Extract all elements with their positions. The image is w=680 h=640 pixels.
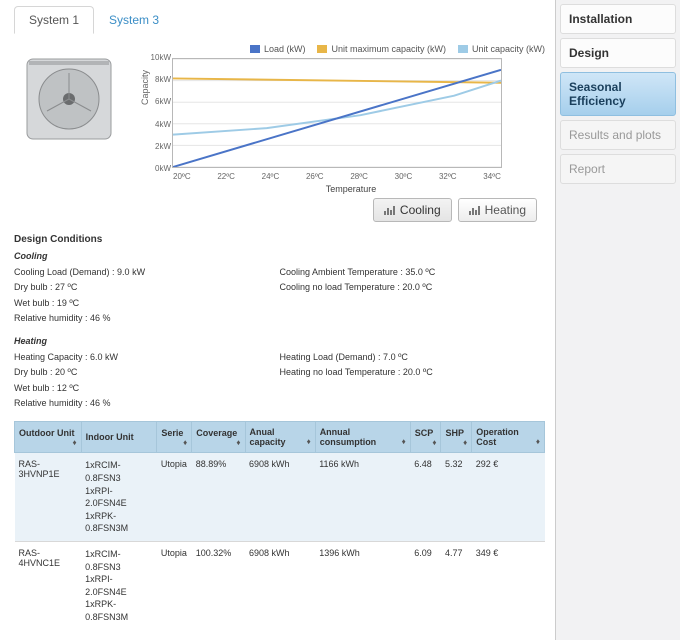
- cond-value: Cooling Ambient Temperature : 35.0 ºC: [280, 265, 546, 280]
- outdoor-unit-image: [14, 44, 124, 154]
- results-table: Outdoor Unit♦ Indoor Unit Serie♦ Coverag…: [14, 421, 545, 629]
- main-panel: System 1 System 3: [0, 0, 556, 640]
- nav-results-plots[interactable]: Results and plots: [560, 120, 676, 150]
- cooling-label: Cooling: [400, 203, 441, 217]
- nav-design[interactable]: Design: [560, 38, 676, 68]
- heating-button[interactable]: Heating: [458, 198, 537, 222]
- col-cost[interactable]: Operation Cost♦: [472, 422, 545, 453]
- legend-swatch-load: [250, 45, 260, 53]
- cond-value: Cooling Load (Demand) : 9.0 kW: [14, 265, 280, 280]
- system-tabs: System 1 System 3: [14, 6, 545, 34]
- legend-swatch-ucap: [458, 45, 468, 53]
- nav-report[interactable]: Report: [560, 154, 676, 184]
- cond-value: Heating Load (Demand) : 7.0 ºC: [280, 350, 546, 365]
- capacity-chart: Load (kW) Unit maximum capacity (kW) Uni…: [144, 44, 545, 188]
- nav-seasonal-efficiency[interactable]: Seasonal Efficiency: [560, 72, 676, 116]
- table-row[interactable]: RAS-3HVNP1E1xRCIM-0.8FSN31xRPI-2.0FSN4E1…: [15, 453, 545, 542]
- chart-yticks: 10kW 8kW 6kW 4kW 2kW 0kW: [147, 53, 171, 173]
- legend-label: Unit capacity (kW): [472, 44, 545, 54]
- cond-value: Dry bulb : 20 ºC: [14, 365, 280, 380]
- col-serie[interactable]: Serie♦: [157, 422, 192, 453]
- chart-xlabel: Temperature: [172, 184, 530, 194]
- col-shp[interactable]: SHP♦: [441, 422, 472, 453]
- cooling-button[interactable]: Cooling: [373, 198, 452, 222]
- legend-swatch-umax: [317, 45, 327, 53]
- cond-value: Relative humidity : 46 %: [14, 311, 280, 326]
- chart-xticks: 20ºC 22ºC 24ºC 26ºC 28ºC 30ºC 32ºC 34ºC: [173, 172, 501, 181]
- tab-system-1[interactable]: System 1: [14, 6, 94, 34]
- nav-installation[interactable]: Installation: [560, 4, 676, 34]
- heating-label: Heating: [485, 203, 526, 217]
- col-indoor[interactable]: Indoor Unit: [81, 422, 157, 453]
- col-scp[interactable]: SCP♦: [410, 422, 441, 453]
- bars-icon: [384, 205, 395, 215]
- tab-system-3[interactable]: System 3: [94, 6, 174, 34]
- chart-legend: Load (kW) Unit maximum capacity (kW) Uni…: [144, 44, 545, 54]
- side-nav: Installation Design Seasonal Efficiency …: [556, 0, 680, 640]
- chart-plot: 10kW 8kW 6kW 4kW 2kW 0kW 20ºC 22ºC 24ºC: [172, 58, 502, 168]
- col-capacity[interactable]: Anual capacity♦: [245, 422, 315, 453]
- bars-icon: [469, 205, 480, 215]
- legend-label: Unit maximum capacity (kW): [331, 44, 446, 54]
- cond-value: Wet bulb : 19 ºC: [14, 296, 280, 311]
- legend-label: Load (kW): [264, 44, 306, 54]
- col-coverage[interactable]: Coverage♦: [192, 422, 245, 453]
- cond-value: Cooling no load Temperature : 20.0 ºC: [280, 280, 546, 295]
- cooling-heading: Cooling: [14, 251, 545, 261]
- cond-value: Heating Capacity : 6.0 kW: [14, 350, 280, 365]
- cond-value: Relative humidity : 46 %: [14, 396, 280, 411]
- design-conditions: Design Conditions Cooling Cooling Load (…: [14, 234, 545, 411]
- cond-value: Wet bulb : 12 ºC: [14, 381, 280, 396]
- cond-value: Dry bulb : 27 ºC: [14, 280, 280, 295]
- cond-value: Heating no load Temperature : 20.0 ºC: [280, 365, 546, 380]
- mode-toggle: Cooling Heating: [14, 198, 537, 222]
- table-row[interactable]: RAS-4HVNC1E1xRCIM-0.8FSN31xRPI-2.0FSN4E1…: [15, 541, 545, 629]
- design-title: Design Conditions: [14, 234, 545, 245]
- col-consumption[interactable]: Annual consumption♦: [315, 422, 410, 453]
- col-outdoor[interactable]: Outdoor Unit♦: [15, 422, 82, 453]
- heating-heading: Heating: [14, 336, 545, 346]
